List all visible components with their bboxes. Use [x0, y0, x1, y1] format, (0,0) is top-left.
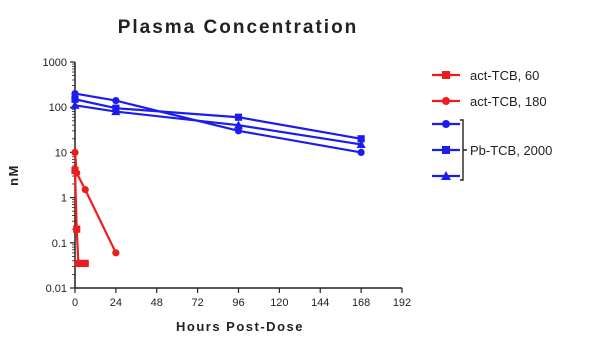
- legend-marker: [442, 120, 450, 128]
- data-point: [71, 95, 79, 103]
- legend-marker: [442, 146, 450, 154]
- legend: act-TCB, 60 act-TCB, 180 Pb-TCB, 2000: [432, 68, 552, 181]
- x-tick-label: 24: [110, 297, 122, 309]
- axes: [70, 61, 403, 293]
- data-point: [81, 259, 89, 268]
- data-point: [73, 169, 81, 177]
- data-point: [81, 186, 89, 194]
- y-axis-label: nM: [6, 164, 21, 186]
- data-point: [356, 139, 366, 149]
- data-point: [234, 127, 243, 135]
- x-tick-label: 144: [311, 297, 329, 309]
- y-tick-label: 1000: [43, 57, 67, 69]
- x-axis-label: Hours Post-Dose: [176, 319, 304, 334]
- y-tick-label: 10: [55, 147, 67, 159]
- x-tick-label: 48: [151, 297, 163, 309]
- x-tick-label: 72: [192, 297, 204, 309]
- data-point: [234, 113, 243, 121]
- data-point: [70, 100, 80, 109]
- legend-marker: [441, 171, 451, 180]
- series-line: [74, 98, 362, 140]
- x-tick-label: 168: [352, 297, 370, 309]
- legend-group-label: Pb-TCB, 2000: [470, 143, 552, 158]
- data-point: [71, 148, 79, 156]
- data-point: [73, 225, 81, 233]
- data-point: [74, 259, 83, 268]
- legend-label: act-TCB, 180: [470, 94, 547, 109]
- y-tick-label: 0.01: [46, 283, 67, 295]
- series-line: [73, 152, 117, 254]
- tick-labels: 0 24 48 72 96 120 144 168 192 0.01 0.1 1 10 100 1000: [43, 57, 412, 309]
- data-point: [112, 249, 120, 257]
- legend-label: act-TCB, 60: [470, 68, 539, 83]
- series-1: [71, 148, 120, 257]
- data-point: [357, 135, 365, 143]
- legend-bracket: [460, 119, 467, 181]
- series-4: [70, 100, 366, 149]
- legend-marker: [442, 97, 450, 105]
- data-point: [112, 96, 120, 105]
- x-tick-label: 120: [270, 297, 288, 309]
- series-layer: [70, 89, 366, 268]
- series-line: [74, 104, 362, 146]
- x-tick-label: 96: [232, 297, 244, 309]
- data-point: [111, 106, 121, 116]
- y-tick-label: 100: [49, 102, 67, 114]
- data-point: [233, 120, 244, 129]
- series-2: [71, 89, 365, 156]
- legend-item: act-TCB, 60: [432, 68, 539, 83]
- y-tick-label: 1: [61, 193, 67, 205]
- legend-group: Pb-TCB, 2000: [432, 119, 552, 181]
- data-point: [357, 148, 365, 156]
- chart-title: Plasma Concentration: [118, 17, 359, 38]
- y-tick-label: 0.1: [52, 238, 67, 250]
- series-line: [74, 92, 362, 154]
- data-point: [71, 89, 79, 98]
- legend-item: act-TCB, 180: [432, 94, 547, 109]
- x-tick-label: 192: [393, 297, 411, 309]
- x-tick-label: 0: [72, 297, 78, 309]
- legend-marker: [442, 71, 450, 79]
